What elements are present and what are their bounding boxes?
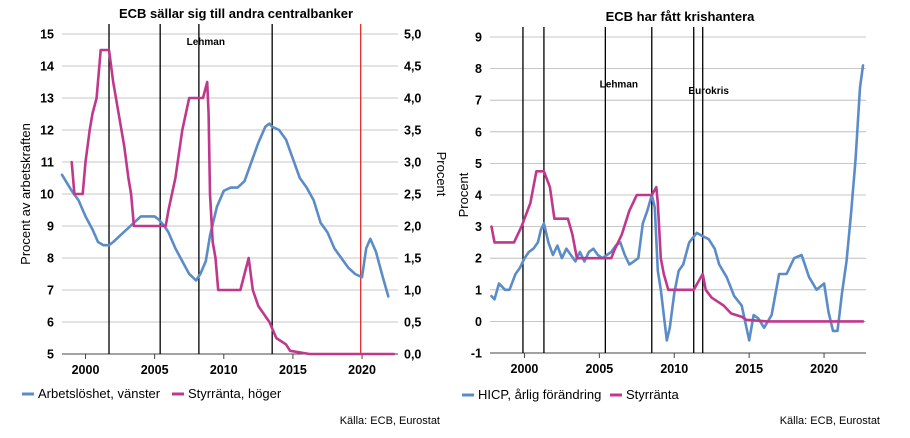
series-line (70, 48, 396, 356)
series-line (60, 122, 390, 298)
y-axis-right-label: Procent (434, 152, 449, 197)
y-right-tick-label: 4,0 (404, 92, 421, 106)
y-right-tick-label: 0,5 (404, 316, 421, 330)
y-tick-label: 15 (40, 28, 54, 42)
x-tick-label: 2000 (72, 363, 100, 377)
y-right-tick-label: 0,0 (404, 348, 421, 362)
y-tick-label: 11 (41, 156, 54, 170)
legend-label: HICP, årlig förändring (478, 387, 601, 402)
source-label: Källa: ECB, Eurostat (780, 415, 880, 427)
y-tick-label: 6 (475, 125, 482, 139)
y-tick-label: 6 (47, 316, 54, 330)
annotation-label: Lehman (187, 37, 225, 48)
y-tick-label: 10 (40, 188, 54, 202)
x-tick-label: 2000 (511, 362, 539, 376)
y-right-tick-label: 3,5 (404, 124, 421, 138)
legend-label: Styrränta, höger (188, 386, 282, 401)
x-tick-label: 2010 (210, 363, 238, 377)
y-right-tick-label: 5,0 (404, 28, 421, 42)
y-right-tick-label: 2,0 (404, 220, 421, 234)
y-tick-label: 12 (40, 124, 54, 138)
chart-title: ECB sällar sig till andra centralbanker (119, 6, 353, 21)
chart-title: ECB har fått krishantera (606, 9, 756, 24)
chart-1: ECB sällar sig till andra centralbanker 5… (18, 6, 449, 427)
source-label: Källa: ECB, Eurostat (340, 415, 440, 427)
y-tick-label: 2 (475, 252, 482, 266)
y-tick-label: 3 (475, 220, 482, 234)
y-tick-label: 8 (475, 62, 482, 76)
y-tick-label: 5 (47, 348, 54, 362)
y-tick-label: 7 (47, 284, 54, 298)
y-right-tick-label: 1,5 (404, 252, 421, 266)
x-tick-label: 2005 (585, 362, 613, 376)
y-tick-label: 5 (475, 157, 482, 171)
y-tick-label: 4 (475, 189, 482, 203)
y-tick-label: 8 (47, 252, 54, 266)
y-tick-label: 7 (475, 94, 482, 108)
y-tick-label: 9 (475, 31, 482, 45)
x-tick-label: 2020 (810, 362, 838, 376)
x-tick-label: 2015 (735, 362, 763, 376)
y-tick-label: 0 (475, 315, 482, 329)
y-right-tick-label: 4,5 (404, 60, 421, 74)
x-tick-label: 2005 (141, 363, 169, 377)
series-line (490, 64, 865, 342)
y-right-tick-label: 2,5 (404, 188, 421, 202)
chart-2: ECB har fått krishantera -1 0 1 2 3 4 5 6 7 8 9 2000… (456, 9, 880, 427)
legend-label: Styrränta (626, 387, 680, 402)
y-right-tick-label: 3,0 (404, 156, 421, 170)
y-axis-label: Procent (456, 172, 471, 217)
y-tick-label: 13 (40, 92, 54, 106)
y-tick-label: 14 (40, 60, 54, 74)
y-tick-label: -1 (471, 347, 482, 361)
x-tick-label: 2010 (660, 362, 688, 376)
legend-label: Arbetslöshet, vänster (38, 386, 161, 401)
x-tick-label: 2020 (348, 363, 376, 377)
y-right-tick-label: 1,0 (404, 284, 421, 298)
annotation-label: Eurokris (688, 86, 729, 97)
annotation-label: Lehman (600, 80, 638, 91)
x-tick-label: 2015 (279, 363, 307, 377)
y-tick-label: 1 (475, 283, 482, 297)
y-tick-label: 9 (47, 220, 54, 234)
series-line (490, 170, 865, 323)
y-axis-label: Procent av arbetskraften (18, 123, 33, 265)
